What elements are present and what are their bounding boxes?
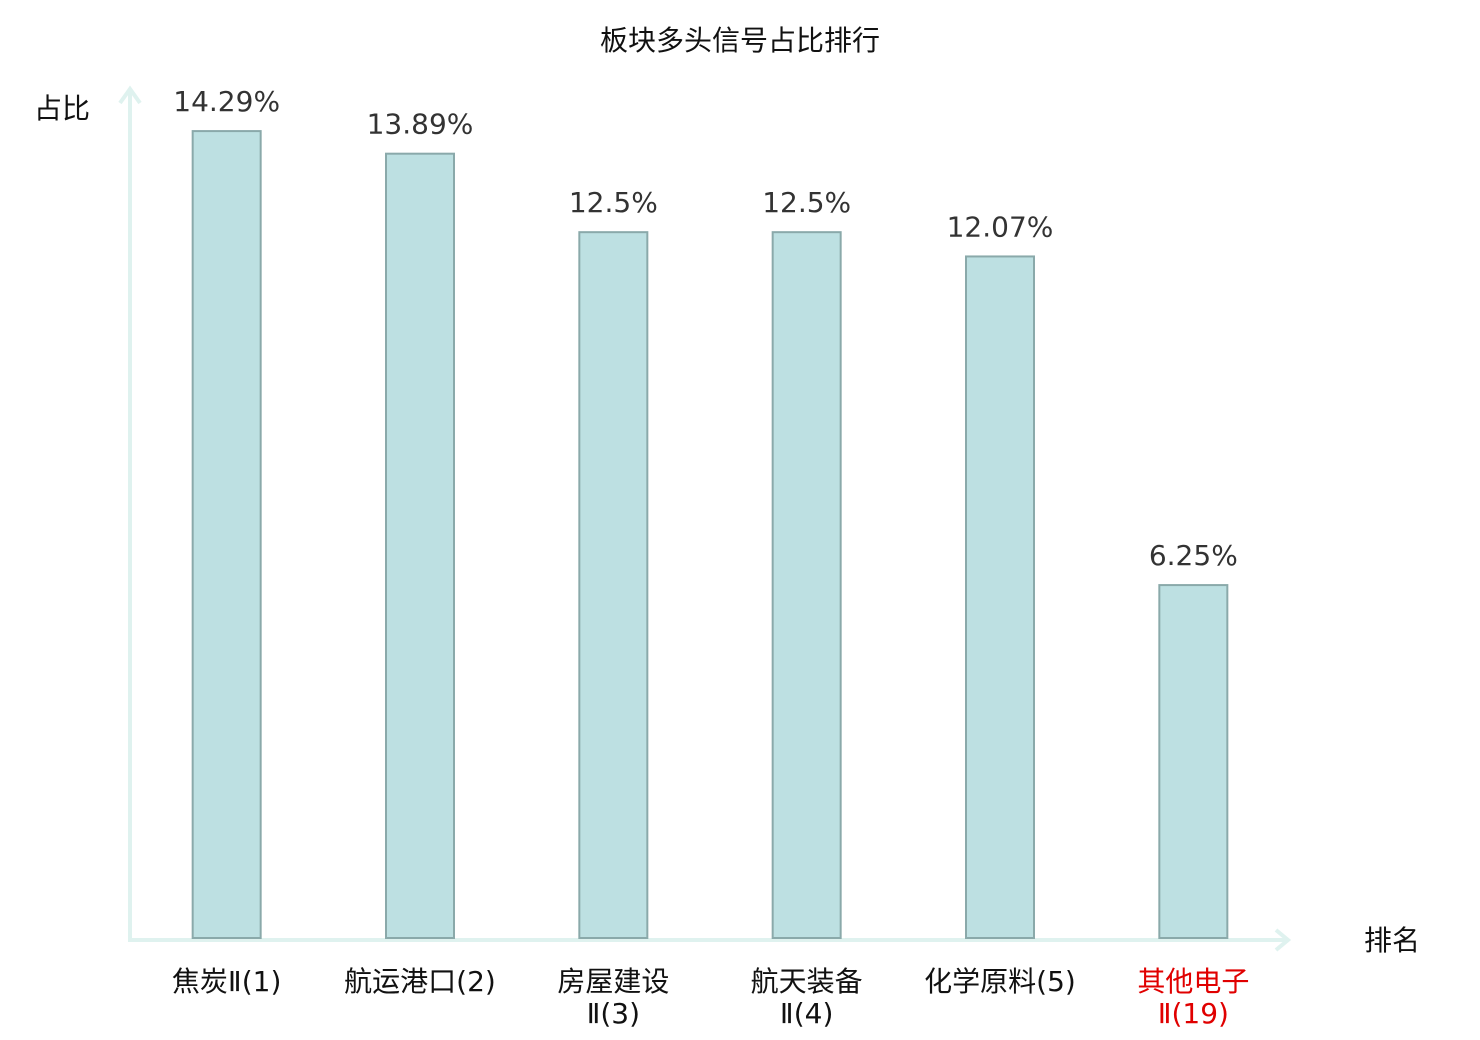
x-axis-label: 排名	[1364, 924, 1420, 957]
x-tick-label: 其他电子Ⅱ(19)	[1137, 965, 1250, 1030]
bar	[385, 152, 455, 940]
x-tick-label: 房屋建设Ⅱ(3)	[557, 965, 670, 1030]
x-axis-arrow	[1274, 928, 1292, 952]
x-tick-label: 化学原料(5)	[924, 965, 1076, 998]
chart-title: 板块多头信号占比排行	[600, 24, 880, 57]
value-label: 12.5%	[569, 186, 658, 219]
value-label: 6.25%	[1149, 539, 1238, 572]
x-tick-label: 焦炭Ⅱ(1)	[171, 965, 282, 998]
x-tick-label: 航天装备Ⅱ(4)	[750, 965, 863, 1030]
bar	[191, 130, 262, 940]
value-label: 13.89%	[367, 108, 474, 141]
bar	[578, 231, 649, 939]
value-label: 14.29%	[173, 85, 280, 118]
y-axis-arrow	[118, 85, 142, 105]
bar	[965, 255, 1035, 939]
x-tick-label: 航运港口(2)	[344, 965, 496, 998]
value-label: 12.5%	[762, 186, 851, 219]
y-axis-label: 占比	[34, 92, 90, 125]
bar	[1158, 584, 1229, 939]
value-label: 12.07%	[947, 210, 1054, 243]
bar	[771, 231, 842, 939]
